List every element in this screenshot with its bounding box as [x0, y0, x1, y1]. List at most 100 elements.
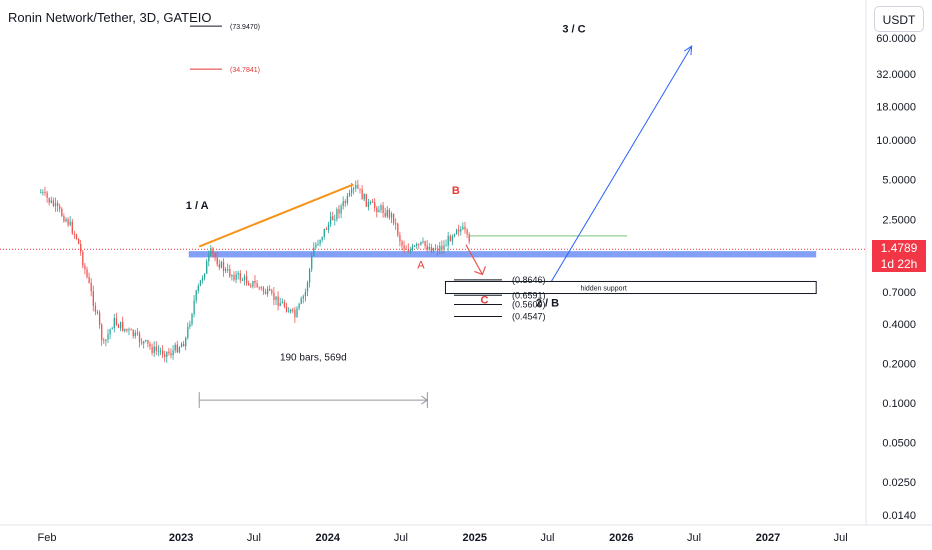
- candle-body: [332, 216, 334, 220]
- measure-label: 190 bars, 569d: [280, 353, 347, 364]
- candle-body: [180, 343, 183, 348]
- candle-body: [262, 287, 265, 292]
- y-tick-label: 18.0000: [876, 102, 916, 114]
- candle-body: [365, 194, 367, 207]
- y-tick-label: 0.7000: [882, 287, 916, 299]
- orange-trend-line: [198, 183, 354, 248]
- candle-body: [336, 209, 338, 220]
- candle-body: [453, 234, 456, 237]
- fib-level-label: (73.9470): [230, 24, 260, 31]
- candle-body: [155, 346, 157, 351]
- candle-body: [357, 184, 359, 189]
- fib-level-label: (0.4547): [512, 311, 546, 321]
- candle-body: [48, 198, 50, 203]
- candle-body: [460, 229, 462, 232]
- candle-body: [290, 309, 292, 312]
- candle-body: [235, 274, 237, 280]
- candle-body: [346, 195, 349, 204]
- candle-body: [50, 200, 52, 203]
- candle-body: [73, 233, 76, 235]
- wave-label: 3 / C: [562, 24, 585, 36]
- candle-body: [168, 351, 170, 354]
- y-tick-label: 60.0000: [876, 33, 916, 45]
- candle-body: [443, 245, 445, 250]
- fib-level-label: (0.5609): [512, 300, 546, 310]
- candle-body: [151, 346, 153, 353]
- candle-body: [229, 269, 231, 277]
- candle-body: [42, 192, 44, 194]
- y-tick-label: 2.5000: [882, 214, 916, 226]
- candle-body: [241, 279, 244, 281]
- candle-body: [430, 247, 433, 252]
- candle-body: [420, 241, 422, 245]
- candle-body: [111, 328, 113, 330]
- candle-body: [54, 203, 57, 206]
- candle-body: [140, 341, 143, 344]
- candle-body: [145, 340, 147, 342]
- y-tick-label: 0.4000: [882, 319, 916, 331]
- bar-countdown: 1d 22h: [880, 257, 918, 271]
- candle-body: [340, 206, 342, 214]
- candle-body: [338, 209, 340, 214]
- candle-body: [462, 226, 464, 230]
- y-tick-label: 0.1000: [882, 398, 916, 410]
- support-band: [188, 251, 817, 258]
- last-price-tag: 1.4789 1d 22h: [872, 240, 926, 272]
- candle-body: [361, 189, 363, 200]
- candle-body: [80, 244, 82, 252]
- candle-body: [126, 328, 128, 331]
- candle-body: [266, 288, 269, 294]
- candle-body: [239, 273, 241, 281]
- candle-body: [386, 210, 388, 217]
- candle-body: [334, 219, 336, 221]
- candle-body: [231, 275, 233, 277]
- candle-body: [40, 192, 42, 194]
- candle-body: [138, 333, 141, 342]
- fib-level-label: (0.8646): [512, 275, 546, 285]
- candle-body: [237, 273, 239, 275]
- candle-body: [395, 223, 397, 225]
- x-tick-label: 2023: [169, 532, 193, 544]
- chart-title: Ronin Network/Tether, 3D, GATEIO: [8, 10, 212, 25]
- candle-body: [52, 200, 55, 206]
- candle-body: [458, 229, 460, 232]
- candle-body: [376, 207, 378, 213]
- candle-body: [109, 329, 111, 335]
- candle-body: [90, 282, 92, 292]
- candle-body: [315, 244, 317, 248]
- candle-body: [397, 223, 399, 236]
- candle-body: [94, 306, 97, 312]
- red-path-arrowhead: [474, 266, 486, 276]
- candle-body: [98, 312, 101, 325]
- candle-body: [206, 261, 208, 274]
- x-tick-label: Jul: [834, 532, 848, 544]
- candle-body: [275, 296, 277, 301]
- candle-body: [422, 241, 424, 243]
- candle-body: [434, 248, 437, 250]
- candle-body: [182, 343, 185, 347]
- candle-body: [413, 245, 416, 247]
- candle-body: [367, 202, 370, 207]
- candle-body: [214, 253, 216, 258]
- candle-body: [359, 188, 361, 190]
- candle-body: [134, 332, 136, 337]
- candle-body: [277, 296, 279, 307]
- x-tick-label: 2025: [463, 532, 487, 544]
- candle-body: [254, 280, 256, 284]
- candle-body: [432, 248, 435, 252]
- candle-body: [170, 353, 172, 356]
- candle-body: [468, 234, 470, 242]
- candle-body: [256, 283, 258, 288]
- candle-body: [325, 228, 328, 230]
- candle-body: [71, 221, 73, 234]
- candle-body: [245, 276, 248, 284]
- candle-body: [283, 301, 286, 307]
- currency-button[interactable]: USDT: [874, 6, 924, 32]
- y-tick-label: 10.0000: [876, 135, 916, 147]
- candle-body: [69, 221, 71, 225]
- candle-body: [281, 301, 283, 304]
- candle-body: [157, 350, 160, 352]
- candle-body: [77, 238, 80, 245]
- candle-body: [176, 344, 178, 353]
- candle-body: [248, 283, 250, 286]
